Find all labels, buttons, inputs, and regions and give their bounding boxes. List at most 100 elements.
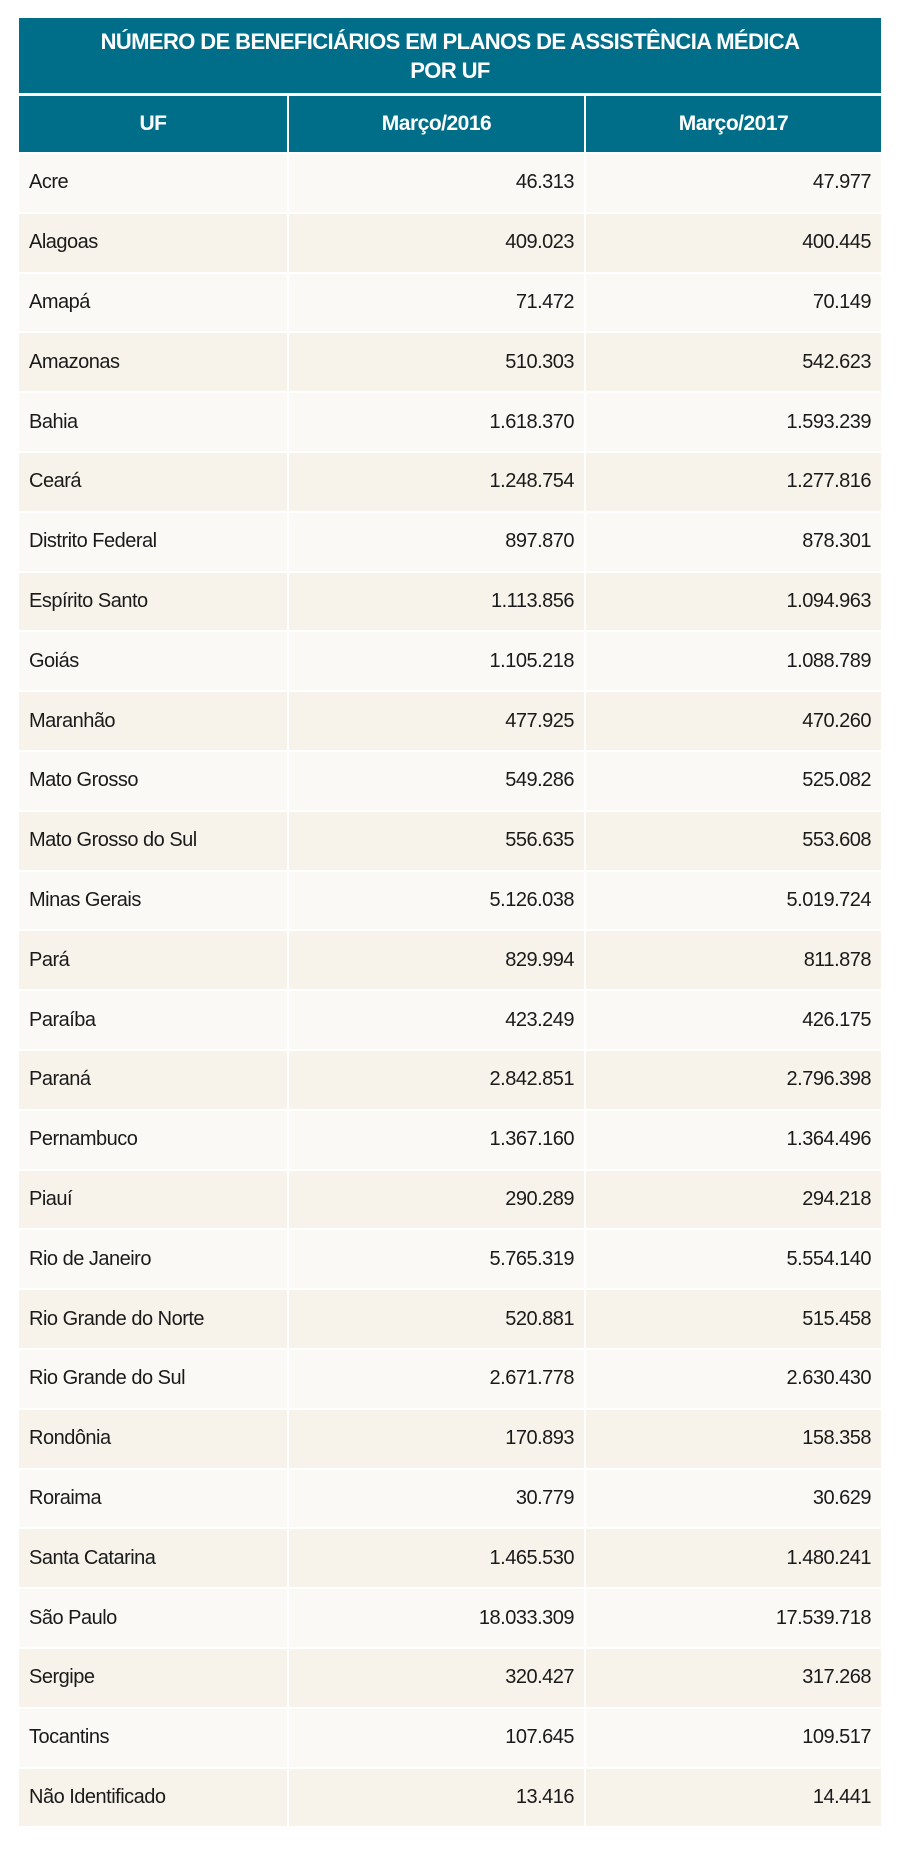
uf-cell: Maranhão — [19, 692, 287, 750]
marco-2016-cell: 71.472 — [289, 273, 584, 332]
uf-cell: Pará — [19, 931, 287, 990]
uf-cell: Piauí — [19, 1170, 287, 1229]
marco-2016-cell: 5.126.038 — [289, 871, 584, 930]
table-row: Roraima 30.779 30.629 — [19, 1469, 881, 1528]
marco-2016-cell: 320.427 — [289, 1648, 584, 1707]
marco-2016-cell: 2.842.851 — [289, 1050, 584, 1109]
marco-2016-cell: 1.465.530 — [289, 1529, 584, 1588]
marco-2016-cell: 1.618.370 — [289, 393, 584, 451]
table-row: Goiás 1.105.218 1.088.789 — [19, 632, 881, 691]
marco-2017-cell: 1.364.496 — [586, 1110, 881, 1169]
marco-2017-cell: 878.301 — [586, 512, 881, 571]
marco-2016-cell: 520.881 — [289, 1290, 584, 1348]
uf-cell: Sergipe — [19, 1648, 287, 1707]
table-row: São Paulo 18.033.309 17.539.718 — [19, 1589, 881, 1647]
marco-2017-cell: 5.019.724 — [586, 871, 881, 930]
marco-2016-cell: 510.303 — [289, 333, 584, 392]
marco-2017-cell: 14.441 — [586, 1768, 881, 1827]
table-row: Sergipe 320.427 317.268 — [19, 1648, 881, 1707]
marco-2017-cell: 426.175 — [586, 991, 881, 1049]
marco-2017-cell: 5.554.140 — [586, 1230, 881, 1289]
marco-2016-cell: 897.870 — [289, 512, 584, 571]
uf-cell: Amapá — [19, 273, 287, 332]
uf-cell: Minas Gerais — [19, 871, 287, 930]
uf-cell: Rondônia — [19, 1409, 287, 1468]
marco-2017-cell: 525.082 — [586, 751, 881, 810]
table-title: NÚMERO DE BENEFICIÁRIOS EM PLANOS DE ASS… — [19, 18, 881, 96]
table-row: Distrito Federal 897.870 878.301 — [19, 512, 881, 571]
table-row: Paraíba 423.249 426.175 — [19, 991, 881, 1049]
uf-cell: Amazonas — [19, 333, 287, 392]
table-row: Tocantins 107.645 109.517 — [19, 1708, 881, 1767]
marco-2016-cell: 1.367.160 — [289, 1110, 584, 1169]
marco-2016-cell: 107.645 — [289, 1708, 584, 1767]
table-row: Paraná 2.842.851 2.796.398 — [19, 1050, 881, 1109]
marco-2016-cell: 30.779 — [289, 1469, 584, 1528]
uf-cell: Alagoas — [19, 213, 287, 272]
uf-cell: Roraima — [19, 1469, 287, 1528]
table-row: Amapá 71.472 70.149 — [19, 273, 881, 332]
table-row: Rondônia 170.893 158.358 — [19, 1409, 881, 1468]
table-row: Maranhão 477.925 470.260 — [19, 692, 881, 750]
marco-2017-cell: 2.796.398 — [586, 1050, 881, 1109]
uf-cell: Mato Grosso do Sul — [19, 811, 287, 870]
uf-cell: Bahia — [19, 393, 287, 451]
uf-cell: Mato Grosso — [19, 751, 287, 810]
marco-2017-cell: 70.149 — [586, 273, 881, 332]
marco-2017-cell: 553.608 — [586, 811, 881, 870]
marco-2017-cell: 515.458 — [586, 1290, 881, 1348]
marco-2017-cell: 158.358 — [586, 1409, 881, 1468]
table-row: Mato Grosso 549.286 525.082 — [19, 751, 881, 810]
marco-2017-cell: 2.630.430 — [586, 1349, 881, 1408]
table-row: Alagoas 409.023 400.445 — [19, 213, 881, 272]
table-row: Bahia 1.618.370 1.593.239 — [19, 393, 881, 451]
marco-2016-cell: 46.313 — [289, 154, 584, 212]
table-row: Mato Grosso do Sul 556.635 553.608 — [19, 811, 881, 870]
marco-2016-cell: 549.286 — [289, 751, 584, 810]
marco-2017-cell: 1.094.963 — [586, 572, 881, 631]
marco-2016-cell: 1.248.754 — [289, 452, 584, 511]
marco-2017-cell: 470.260 — [586, 692, 881, 750]
marco-2016-cell: 2.671.778 — [289, 1349, 584, 1408]
marco-2016-cell: 556.635 — [289, 811, 584, 870]
marco-2017-cell: 109.517 — [586, 1708, 881, 1767]
uf-cell: Paraná — [19, 1050, 287, 1109]
marco-2017-cell: 1.593.239 — [586, 393, 881, 451]
uf-cell: Rio Grande do Sul — [19, 1349, 287, 1408]
column-header-marco-2016: Março/2016 — [289, 96, 584, 152]
marco-2016-cell: 409.023 — [289, 213, 584, 272]
table-row: Amazonas 510.303 542.623 — [19, 333, 881, 392]
uf-cell: Rio Grande do Norte — [19, 1290, 287, 1348]
table-row: Rio de Janeiro 5.765.319 5.554.140 — [19, 1230, 881, 1289]
table-row: Não Identificado 13.416 14.441 — [19, 1768, 881, 1827]
beneficiaries-table: NÚMERO DE BENEFICIÁRIOS EM PLANOS DE ASS… — [19, 18, 881, 1828]
column-header-uf: UF — [19, 96, 287, 152]
marco-2016-cell: 170.893 — [289, 1409, 584, 1468]
table-row: Pernambuco 1.367.160 1.364.496 — [19, 1110, 881, 1169]
marco-2016-cell: 5.765.319 — [289, 1230, 584, 1289]
uf-cell: Santa Catarina — [19, 1529, 287, 1588]
uf-cell: Distrito Federal — [19, 512, 287, 571]
marco-2017-cell: 17.539.718 — [586, 1589, 881, 1647]
table-header-row: UF Março/2016 Março/2017 — [19, 96, 881, 152]
table-row: Ceará 1.248.754 1.277.816 — [19, 452, 881, 511]
table-row: Minas Gerais 5.126.038 5.019.724 — [19, 871, 881, 930]
uf-cell: Não Identificado — [19, 1768, 287, 1827]
marco-2016-cell: 829.994 — [289, 931, 584, 990]
uf-cell: Pernambuco — [19, 1110, 287, 1169]
marco-2016-cell: 18.033.309 — [289, 1589, 584, 1647]
uf-cell: Goiás — [19, 632, 287, 691]
uf-cell: São Paulo — [19, 1589, 287, 1647]
column-header-marco-2017: Março/2017 — [586, 96, 881, 152]
marco-2016-cell: 1.105.218 — [289, 632, 584, 691]
table-row: Rio Grande do Norte 520.881 515.458 — [19, 1290, 881, 1348]
marco-2017-cell: 317.268 — [586, 1648, 881, 1707]
marco-2017-cell: 1.088.789 — [586, 632, 881, 691]
marco-2017-cell: 542.623 — [586, 333, 881, 392]
marco-2017-cell: 1.480.241 — [586, 1529, 881, 1588]
table-row: Pará 829.994 811.878 — [19, 931, 881, 990]
uf-cell: Ceará — [19, 452, 287, 511]
uf-cell: Tocantins — [19, 1708, 287, 1767]
table-row: Espírito Santo 1.113.856 1.094.963 — [19, 572, 881, 631]
uf-cell: Rio de Janeiro — [19, 1230, 287, 1289]
